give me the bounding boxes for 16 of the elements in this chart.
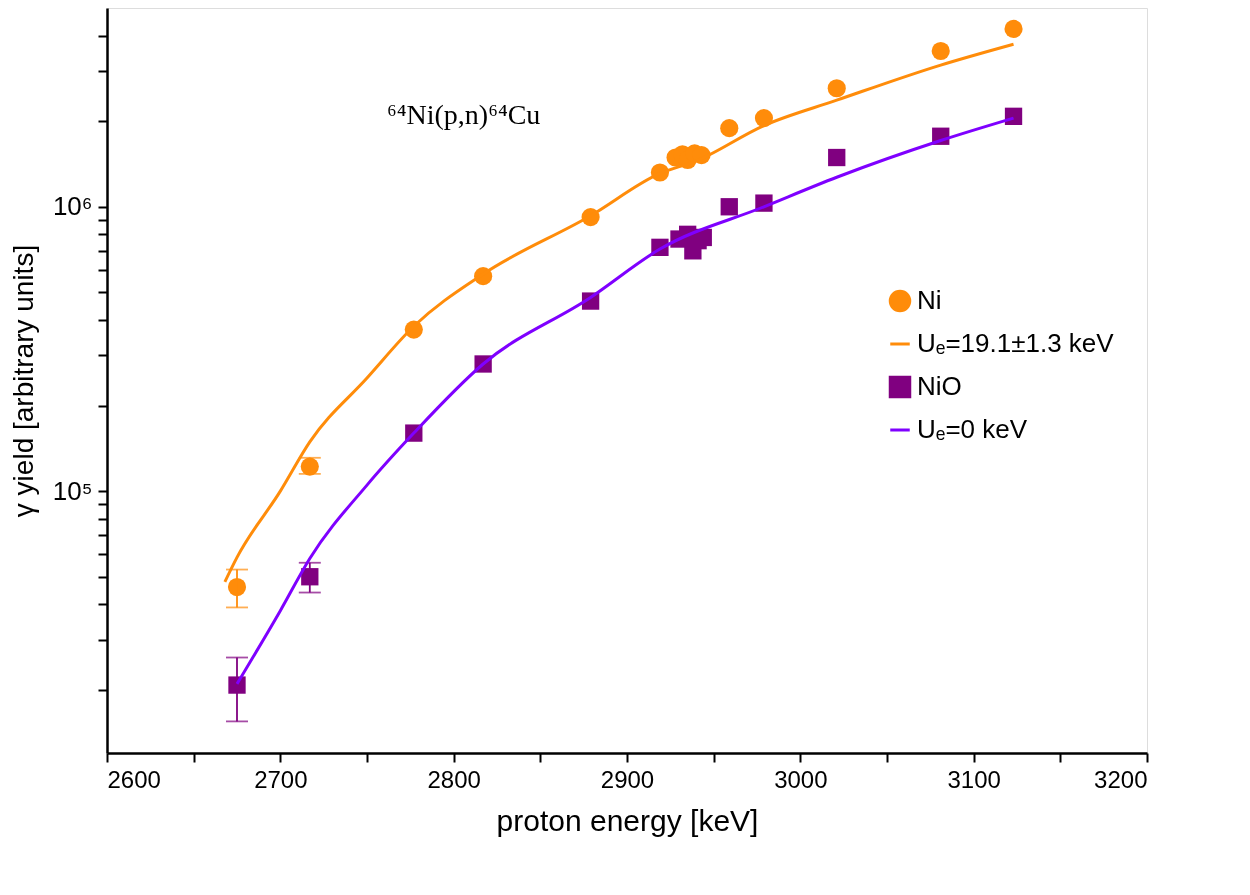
legend-label: Uₑ=19.1±1.3 keV	[917, 328, 1115, 358]
y-axis-title: γ yield [arbitrary units]	[7, 244, 39, 518]
x-tick-label: 3100	[947, 765, 1001, 793]
y-tick-label: 10⁵	[52, 475, 93, 506]
y-tick-label: 10⁶	[52, 191, 93, 222]
x-tick-label: 3200	[1094, 765, 1148, 793]
x-tick-label: 3000	[774, 765, 828, 793]
legend-label: NiO	[917, 371, 962, 401]
x-tick-label: 2700	[254, 765, 308, 793]
x-tick-label: 2600	[107, 765, 161, 793]
x-axis-title: proton energy [keV]	[496, 803, 759, 837]
x-tick-label: 2800	[427, 765, 481, 793]
legend-label: Ni	[917, 285, 942, 315]
legend-label: Uₑ=0 keV	[917, 414, 1028, 444]
annotation: ⁶⁴Ni(p,n)⁶⁴Cu	[387, 99, 541, 130]
x-tick-label: 2900	[600, 765, 655, 793]
